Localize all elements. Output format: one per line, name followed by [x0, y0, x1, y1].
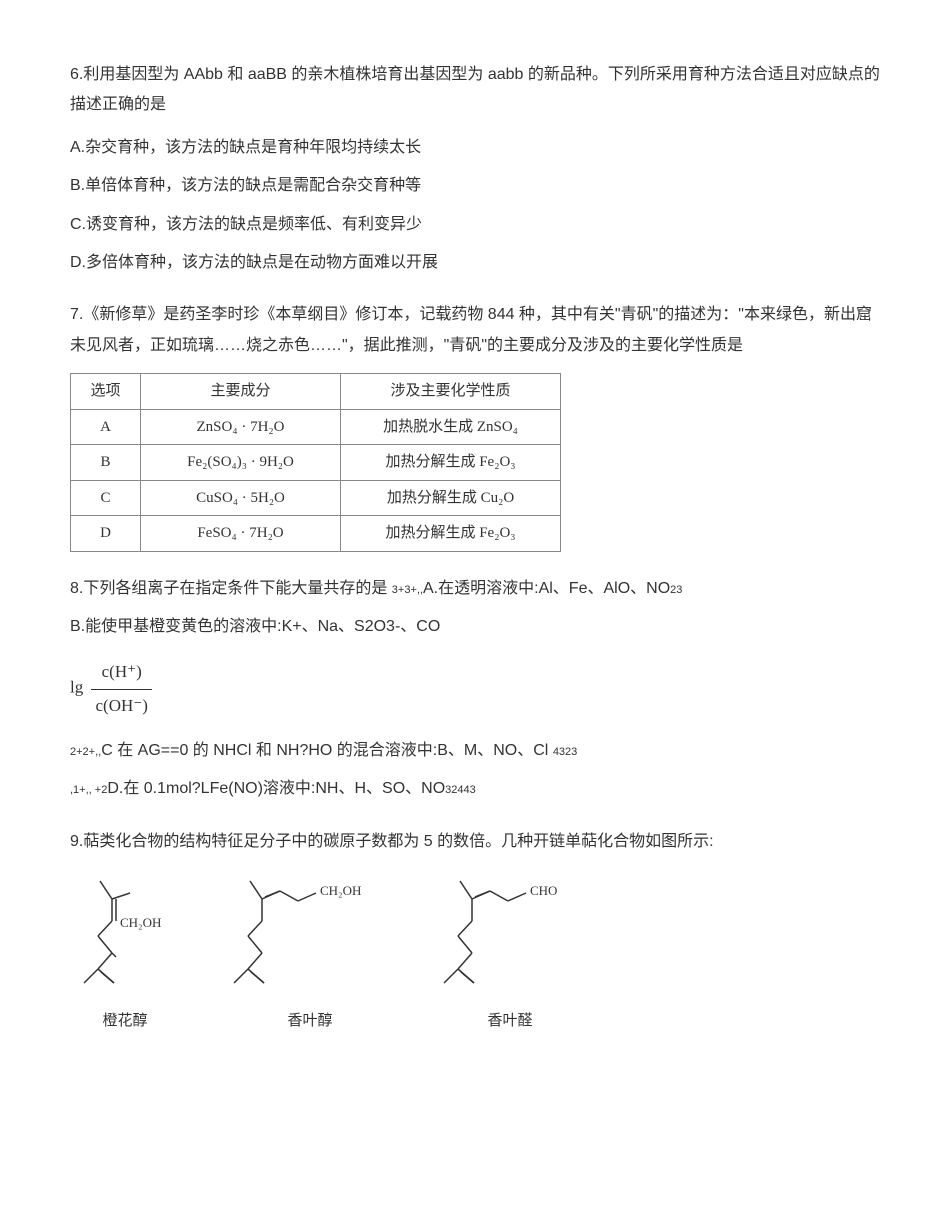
cell-prop: 加热脱水生成 ZnSO₄ [341, 409, 561, 445]
table-row: C CuSO₄ · 5H₂O 加热分解生成 Cu₂O [71, 480, 561, 516]
formula-denominator: c(OH⁻) [91, 690, 151, 722]
question-7: 7.《新修草》是药圣李时珍《本草纲目》修订本，记载药物 844 种，其中有关"青… [70, 300, 880, 551]
q8-small2b: 4323 [553, 746, 577, 758]
q8-text1: 8.下列各组离子在指定条件下能大量共存的是 [70, 580, 392, 597]
q8-text4: D.在 0.1mol?LFe(NO)溶液中:NH、H、SO、NO [107, 780, 445, 797]
cell-opt: B [71, 445, 141, 481]
molecule-1-svg: CH₂OH [70, 871, 180, 1001]
q8-line3: 2+2+,,C 在 AG==0 的 NHCl 和 NH?HO 的混合溶液中:B、… [70, 736, 880, 766]
cell-prop: 加热分解生成 Fe₂O₃ [341, 445, 561, 481]
molecule-2: CH₂OH 香叶醇 [230, 871, 390, 1036]
question-8: 8.下列各组离子在指定条件下能大量共存的是 3+3+,,A.在透明溶液中:Al、… [70, 574, 880, 805]
cell-opt: D [71, 516, 141, 552]
q8-line1: 8.下列各组离子在指定条件下能大量共存的是 3+3+,,A.在透明溶液中:Al、… [70, 574, 880, 604]
molecule-3-svg: CHO [440, 871, 580, 1001]
q8-formula: lg c(H⁺) c(OH⁻) [70, 656, 880, 722]
q8-small1b: 23 [670, 584, 682, 596]
mol3-group: CHO [530, 883, 557, 898]
question-6: 6.利用基因型为 AAbb 和 aaBB 的亲木植株培育出基因型为 aabb 的… [70, 60, 880, 278]
q8-small3a: ,1+,, +2 [70, 784, 107, 796]
q8-text3: C 在 AG==0 的 NHCl 和 NH?HO 的混合溶液中:B、M、NO、C… [101, 742, 553, 759]
cell-prop: 加热分解生成 Fe₂O₃ [341, 516, 561, 552]
cell-prop: 加热分解生成 Cu₂O [341, 480, 561, 516]
th-property: 涉及主要化学性质 [341, 374, 561, 410]
question-9: 9.萜类化合物的结构特征足分子中的碳原子数都为 5 的数倍。几种开链单萜化合物如… [70, 827, 880, 1036]
molecule-2-svg: CH₂OH [230, 871, 390, 1001]
q8-text1b: A.在透明溶液中:Al、Fe、AlO、NO [423, 580, 670, 597]
q8-line4: ,1+,, +2D.在 0.1mol?LFe(NO)溶液中:NH、H、SO、NO… [70, 774, 880, 804]
molecule-3: CHO 香叶醛 [440, 871, 580, 1036]
table-header-row: 选项 主要成分 涉及主要化学性质 [71, 374, 561, 410]
q6-text: 6.利用基因型为 AAbb 和 aaBB 的亲木植株培育出基因型为 aabb 的… [70, 60, 880, 121]
cell-opt: A [71, 409, 141, 445]
q8-option-b: B.能使甲基橙变黄色的溶液中:K+、Na、S2O3-、CO [70, 612, 880, 642]
cell-comp: Fe₂(SO₄)₃ · 9H₂O [141, 445, 341, 481]
molecule-1-label: 橙花醇 [102, 1007, 147, 1036]
q7-table: 选项 主要成分 涉及主要化学性质 A ZnSO₄ · 7H₂O 加热脱水生成 Z… [70, 373, 561, 552]
cell-comp: FeSO₄ · 7H₂O [141, 516, 341, 552]
cell-comp: CuSO₄ · 5H₂O [141, 480, 341, 516]
th-option: 选项 [71, 374, 141, 410]
mol2-group: CH₂OH [320, 883, 361, 898]
q8-small1: 3+3+,, [392, 584, 423, 596]
q6-option-c: C.诱变育种，该方法的缺点是频率低、有利变异少 [70, 210, 880, 240]
formula-fraction: c(H⁺) c(OH⁻) [91, 656, 151, 722]
table-row: B Fe₂(SO₄)₃ · 9H₂O 加热分解生成 Fe₂O₃ [71, 445, 561, 481]
molecule-3-label: 香叶醛 [487, 1007, 532, 1036]
q6-option-a: A.杂交育种，该方法的缺点是育种年限均持续太长 [70, 133, 880, 163]
cell-comp: ZnSO₄ · 7H₂O [141, 409, 341, 445]
q7-text: 7.《新修草》是药圣李时珍《本草纲目》修订本，记载药物 844 种，其中有关"青… [70, 300, 880, 361]
cell-opt: C [71, 480, 141, 516]
q8-small3b: 32443 [445, 784, 476, 796]
table-row: A ZnSO₄ · 7H₂O 加热脱水生成 ZnSO₄ [71, 409, 561, 445]
molecule-1: CH₂OH 橙花醇 [70, 871, 180, 1036]
q9-text: 9.萜类化合物的结构特征足分子中的碳原子数都为 5 的数倍。几种开链单萜化合物如… [70, 827, 880, 857]
q6-option-d: D.多倍体育种，该方法的缺点是在动物方面难以开展 [70, 248, 880, 278]
q6-option-b: B.单倍体育种，该方法的缺点是需配合杂交育种等 [70, 171, 880, 201]
q8-small2a: 2+2+,, [70, 746, 101, 758]
formula-lg: lg [70, 678, 83, 697]
th-component: 主要成分 [141, 374, 341, 410]
table-row: D FeSO₄ · 7H₂O 加热分解生成 Fe₂O₃ [71, 516, 561, 552]
molecule-2-label: 香叶醇 [287, 1007, 332, 1036]
molecule-diagrams: CH₂OH 橙花醇 C [70, 871, 880, 1036]
mol1-group: CH₂OH [120, 915, 161, 930]
formula-numerator: c(H⁺) [91, 656, 151, 689]
